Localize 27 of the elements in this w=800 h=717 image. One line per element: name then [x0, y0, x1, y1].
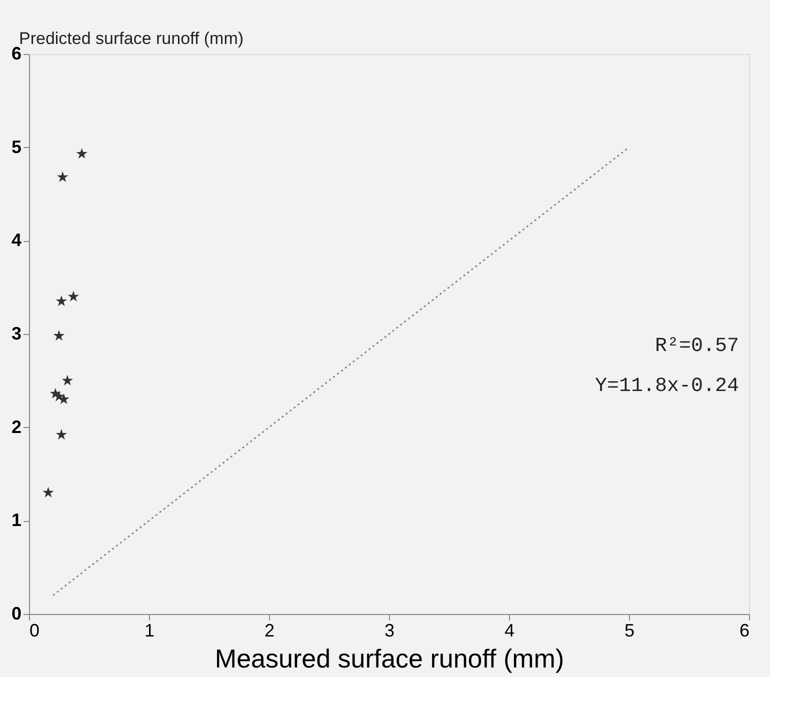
- y-tick-label: 6: [11, 44, 22, 64]
- annotation: R²=0.57: [654, 335, 739, 358]
- y-axis-title: Predicted surface runoff (mm): [19, 29, 244, 48]
- x-axis-title: Measured surface runoff (mm): [214, 644, 564, 674]
- point: [50, 388, 62, 399]
- x-tick-label: 3: [384, 620, 395, 640]
- x-tick-label: 2: [264, 620, 275, 640]
- point: [56, 295, 68, 306]
- y-tick-label: 5: [11, 136, 22, 157]
- point: [42, 486, 54, 498]
- point: [68, 290, 80, 302]
- point: [56, 428, 68, 440]
- y-tick-label: 3: [11, 324, 22, 344]
- x-tick-label: 6: [739, 620, 750, 640]
- x-tick-label: 5: [624, 620, 635, 640]
- y-tick-label: 2: [11, 416, 22, 437]
- y-tick-label: 1: [11, 510, 22, 530]
- x-tick-label: 0: [30, 620, 40, 640]
- y-tick-label: 4: [11, 230, 22, 250]
- point: [56, 171, 68, 182]
- point: [62, 374, 74, 386]
- y-tick-label: 0: [11, 604, 22, 624]
- x-tick-label: 4: [504, 620, 515, 640]
- x-tick-label: 1: [144, 620, 155, 640]
- point: [76, 148, 88, 159]
- annotation: Y=11.8x-0.24: [594, 375, 739, 398]
- point: [53, 330, 65, 341]
